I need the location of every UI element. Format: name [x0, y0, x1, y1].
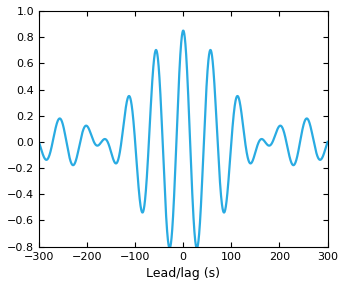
- X-axis label: Lead/lag (s): Lead/lag (s): [146, 267, 220, 280]
